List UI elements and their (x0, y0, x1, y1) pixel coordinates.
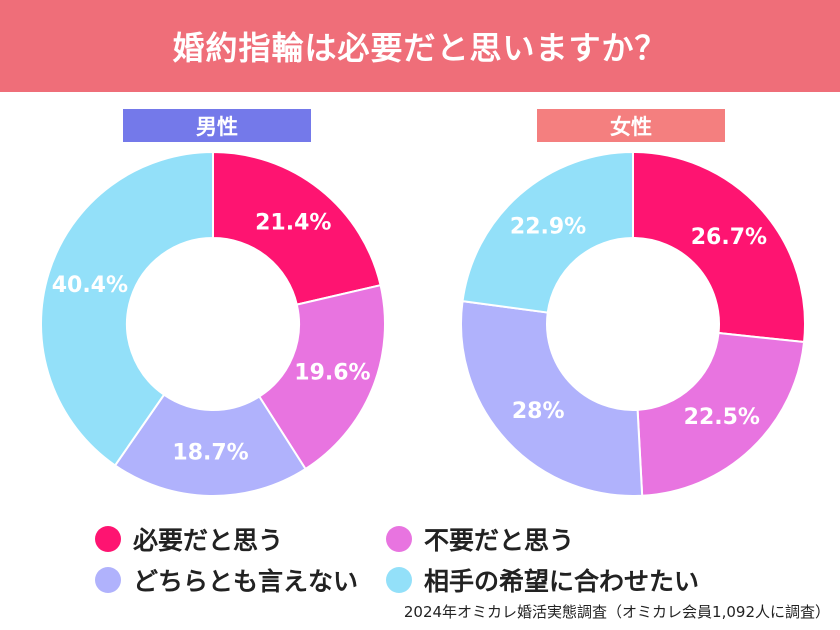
female-slice-0 (632, 150, 806, 344)
legend-label-partner: 相手の希望に合わせたい (424, 567, 700, 596)
legend-swatch-not-needed (386, 526, 412, 552)
legend-label-either: どちらとも言えない (133, 567, 359, 596)
legend-label-needed: 必要だと思う (133, 526, 284, 555)
page-title: 婚約指輪は必要だと思いますか？ (172, 29, 668, 67)
female-slice-label-1: 22.5% (684, 405, 760, 430)
female-slice-label-0: 26.7% (691, 225, 767, 250)
male-donut-chart: 21.4% 19.6% 18.7% 40.4% (40, 150, 386, 497)
female-slice-label-3: 22.9% (510, 214, 586, 239)
male-slice-label-0: 21.4% (255, 211, 331, 236)
female-slice-3 (461, 150, 634, 314)
male-slice-3 (40, 150, 214, 467)
legend-swatch-either (95, 567, 121, 593)
header-banner: 婚約指輪は必要だと思いますか？ (0, 0, 840, 92)
female-slice-label-2: 28% (512, 399, 565, 424)
female-slice-2 (460, 300, 644, 497)
source-note: 2024年オミカレ婚活実態調査（オミカレ会員1,092人に調査） (403, 603, 830, 621)
male-slice-0 (212, 150, 382, 306)
female-chart-title: 女性 (537, 109, 725, 142)
legend-label-not-needed: 不要だと思う (424, 526, 575, 555)
legend-item-partner: 相手の希望に合わせたい (386, 562, 699, 598)
legend-swatch-partner (386, 567, 412, 593)
male-slice-2 (113, 393, 307, 497)
legend-swatch-needed (95, 526, 121, 552)
legend-item-either: どちらとも言えない (95, 562, 358, 598)
male-slice-label-2: 18.7% (172, 440, 248, 465)
female-slice-1 (636, 331, 806, 497)
male-chart-title: 男性 (123, 109, 311, 142)
legend-item-not-needed: 不要だと思う (386, 521, 574, 557)
legend-item-needed: 必要だと思う (95, 521, 283, 557)
male-slice-label-3: 40.4% (52, 273, 128, 298)
male-slice-1 (257, 284, 386, 471)
male-slice-label-1: 19.6% (294, 360, 370, 385)
female-donut-chart: 26.7% 22.5% 28% 22.9% (460, 150, 806, 497)
